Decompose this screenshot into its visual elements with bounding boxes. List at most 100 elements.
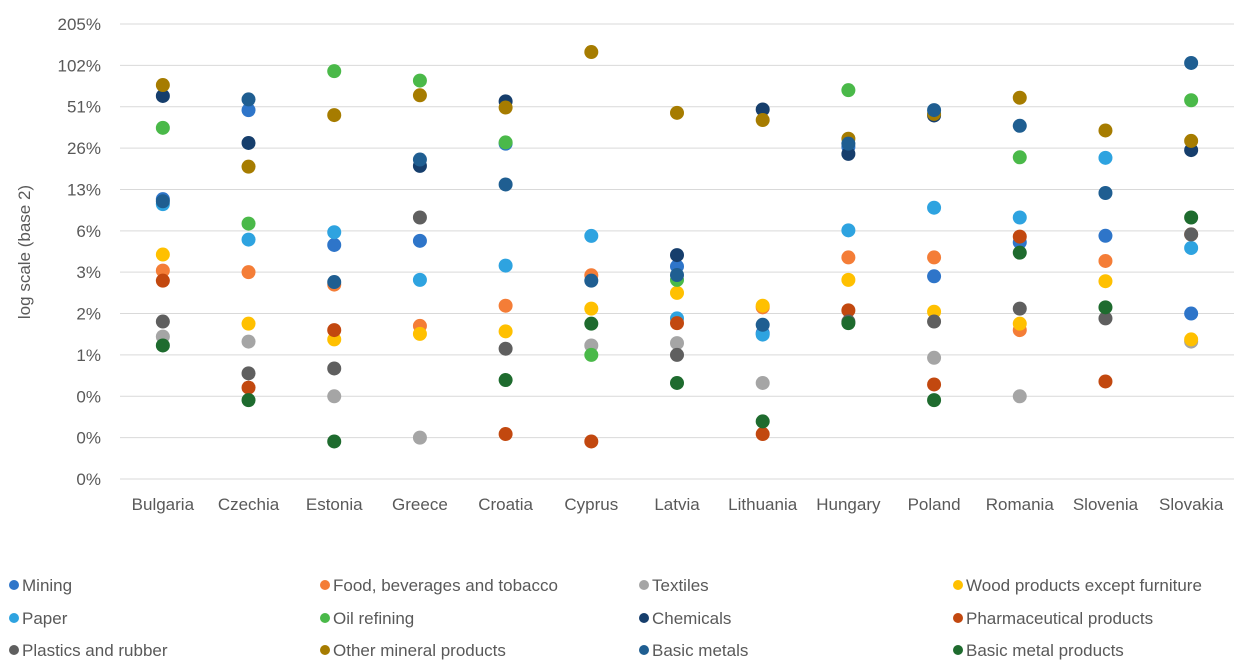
data-point [1012,90,1027,105]
legend-item: Paper [9,609,68,628]
data-points [155,45,1199,449]
y-tick-label: 51% [67,98,101,117]
x-tick-label: Lithuania [728,495,798,514]
data-point [155,88,170,103]
data-point [584,301,599,316]
data-point [498,298,513,313]
data-point [670,105,684,120]
data-point [155,120,170,135]
data-point [1098,123,1113,138]
legend-marker [953,645,963,655]
legend-marker [639,580,649,590]
legend-marker [953,580,963,590]
legend-label: Chemicals [652,609,731,628]
legend-item: Pharmaceutical products [953,609,1153,628]
data-point [755,414,770,429]
data-point [841,223,856,238]
legend-label: Plastics and rubber [22,641,168,660]
data-point [327,323,342,338]
y-tick-label: 6% [76,222,101,241]
data-point [327,237,342,252]
legend-marker [639,613,649,623]
data-point [1012,245,1027,260]
data-point [155,314,170,329]
data-point [155,78,170,93]
data-point [755,317,770,332]
data-point [1098,228,1113,243]
data-point [1184,55,1199,70]
data-point [155,273,170,288]
data-point [327,389,342,404]
data-point [1184,306,1199,321]
data-point [841,272,856,287]
data-point [755,113,770,128]
legend-marker [639,645,649,655]
data-point [498,258,513,273]
y-axis-label: log scale (base 2) [15,185,34,319]
data-point [1012,316,1027,331]
x-tick-label: Estonia [306,495,363,514]
data-point [498,177,513,192]
data-point [155,263,170,278]
series-other-mineral-products [155,45,1199,174]
data-point [155,247,170,262]
data-point [927,377,942,392]
legend-label: Wood products except furniture [966,576,1202,595]
x-tick-label: Cyprus [564,495,618,514]
y-tick-label: 0% [76,470,101,489]
legend-marker [953,613,963,623]
legend-label: Basic metal products [966,641,1124,660]
data-point [927,314,942,329]
data-point [1184,240,1199,255]
data-point [670,347,684,362]
legend-marker [320,613,330,623]
data-point [327,275,342,290]
x-tick-label: Czechia [218,495,280,514]
data-point [155,194,170,209]
series-pharmaceutical-products [155,229,1113,449]
data-point [670,336,684,351]
legend-label: Oil refining [333,609,414,628]
data-point [241,366,256,381]
y-tick-label: 26% [67,139,101,158]
data-point [584,316,599,331]
series-oil-refining [155,64,1199,362]
data-point [1184,93,1199,108]
data-point [755,427,770,442]
data-point [412,430,427,445]
data-point [670,248,684,263]
data-point [841,316,856,331]
data-point [241,334,256,349]
series-mining [155,103,1199,341]
x-tick-label: Bulgaria [132,495,195,514]
data-point [1012,150,1027,165]
legend-label: Other mineral products [333,641,506,660]
data-point [412,233,427,248]
data-point [498,373,513,388]
legend-marker [9,580,19,590]
data-point [498,427,513,442]
data-point [584,434,599,449]
data-point [1012,389,1027,404]
data-point [670,316,684,331]
legend-label: Basic metals [652,641,748,660]
y-tick-label: 2% [76,305,101,324]
x-tick-label: Slovenia [1073,495,1139,514]
legend-item: Plastics and rubber [9,641,168,660]
data-point [584,273,599,288]
series-basic-metals [155,55,1199,332]
x-tick-label: Latvia [654,495,700,514]
data-point [1098,300,1113,315]
data-point [412,210,427,225]
data-point [1098,311,1113,326]
data-point [1184,332,1199,347]
data-point [670,285,684,300]
data-point [241,216,256,231]
data-point [584,228,599,243]
legend-item: Oil refining [320,609,414,628]
data-point [927,250,942,265]
y-tick-label: 102% [58,56,101,75]
data-point [841,303,856,318]
data-point [241,103,256,118]
